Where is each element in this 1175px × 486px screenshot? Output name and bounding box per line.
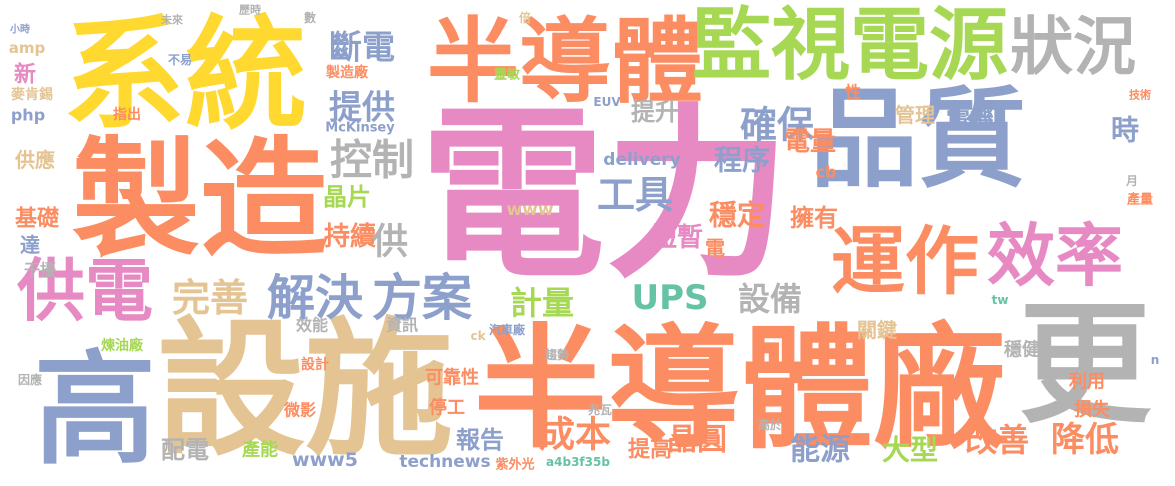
word: 效率 xyxy=(987,218,1123,297)
word: 技術 xyxy=(1129,88,1151,102)
word: 控制 xyxy=(330,136,414,185)
word: delivery xyxy=(603,150,680,170)
word: 利用 xyxy=(1069,371,1105,393)
word: 新 xyxy=(14,62,36,88)
word: EUV xyxy=(593,95,621,109)
word: php xyxy=(11,106,45,125)
word: 確保 xyxy=(740,104,815,147)
word: 短暫 xyxy=(651,223,703,253)
word: 運作 xyxy=(831,219,979,305)
word: McKinsey xyxy=(325,121,395,136)
word: 方案 xyxy=(372,269,473,327)
word: 關鍵 xyxy=(857,318,897,342)
word: www5 xyxy=(292,449,358,471)
word: ck xyxy=(470,329,486,343)
word: 提升 xyxy=(631,98,679,126)
word: 供應 xyxy=(14,148,55,172)
word: 靈敏 xyxy=(494,67,521,83)
word: 晶圓 xyxy=(667,423,727,458)
word: UPS xyxy=(631,278,708,318)
word: 提高 xyxy=(628,437,672,463)
word: 不易 xyxy=(168,53,192,67)
word: 干擾 xyxy=(24,261,57,280)
word: 趨勢 xyxy=(544,347,569,362)
word: 設備 xyxy=(738,280,802,318)
word: 解決 xyxy=(267,270,363,326)
word: 效能 xyxy=(296,316,328,335)
word: 穩健 xyxy=(1004,339,1040,361)
word: 損失 xyxy=(1074,399,1111,421)
word: 持續 xyxy=(324,221,376,252)
word: 改善 xyxy=(965,421,1029,459)
word: 指出 xyxy=(113,106,141,123)
word: 停工 xyxy=(429,397,465,419)
word: 供 xyxy=(372,222,408,263)
word: 電量 xyxy=(784,127,836,157)
word: amp xyxy=(9,39,46,57)
word: 斷電 xyxy=(329,28,395,67)
word: 因應 xyxy=(18,372,42,387)
word: 供電 xyxy=(17,253,153,332)
word: 擁有 xyxy=(790,204,838,232)
word: 監視電源 xyxy=(692,0,1008,91)
word: 電力 xyxy=(420,87,790,303)
word: 兆瓦 xyxy=(588,402,612,417)
word: www xyxy=(506,200,553,220)
word: 資訊 xyxy=(386,316,418,335)
word: 大型 xyxy=(882,434,938,467)
word: 月 xyxy=(1125,174,1138,188)
word: 汽車廠 xyxy=(489,322,526,337)
word: 能源 xyxy=(790,433,850,468)
word: 數 xyxy=(304,10,316,25)
word: 報告 xyxy=(456,426,504,454)
word: 製造 xyxy=(72,126,328,275)
word: 完善 xyxy=(172,276,248,320)
word: 性 xyxy=(845,83,861,102)
word: 電機 xyxy=(946,105,994,133)
word: 狀況 xyxy=(1010,11,1136,84)
word: 設計 xyxy=(301,356,329,373)
word: 製造廠 xyxy=(325,64,369,81)
word: 半導體 xyxy=(427,9,703,116)
word: 紫外光 xyxy=(495,457,534,473)
word: 歷時 xyxy=(239,3,261,17)
word: 半導體廠 xyxy=(474,313,1006,467)
word: 達 xyxy=(20,233,40,257)
word: 產能 xyxy=(242,439,278,461)
word: 工具 xyxy=(597,173,673,217)
word: 晶片 xyxy=(323,183,371,211)
word: 系統 xyxy=(63,4,307,146)
word: 程序 xyxy=(714,144,770,177)
word: 小時 xyxy=(9,23,30,36)
word: 計量 xyxy=(510,284,574,322)
word: 降低 xyxy=(1051,420,1119,460)
word: 品質 xyxy=(810,78,1026,203)
word: cb xyxy=(816,163,837,182)
word: 配電 xyxy=(161,436,209,464)
word: 管理 xyxy=(895,103,935,127)
word: 麥肯錫 xyxy=(10,86,53,103)
word: 高 xyxy=(34,339,156,481)
word: 成本 xyxy=(539,415,611,456)
word: technews xyxy=(399,452,490,472)
word: 電 xyxy=(705,236,725,260)
word: 產量 xyxy=(1126,192,1153,208)
word: 倍 xyxy=(519,10,531,25)
word: 提供 xyxy=(329,88,395,127)
word: 可靠性 xyxy=(425,367,479,389)
word: 設施 xyxy=(157,304,453,476)
word: 煉油廠 xyxy=(101,337,144,354)
word: 更 xyxy=(1019,288,1152,442)
word: 穩定 xyxy=(709,199,765,232)
word: 未來 xyxy=(160,13,183,27)
word: 時 xyxy=(1111,114,1139,147)
word: 高於 xyxy=(758,417,783,432)
word: a4b3f35b xyxy=(546,455,610,469)
word: 微影 xyxy=(283,401,316,420)
word: n xyxy=(1151,353,1160,367)
word: 基礎 xyxy=(15,206,60,232)
word: tw xyxy=(992,293,1009,307)
